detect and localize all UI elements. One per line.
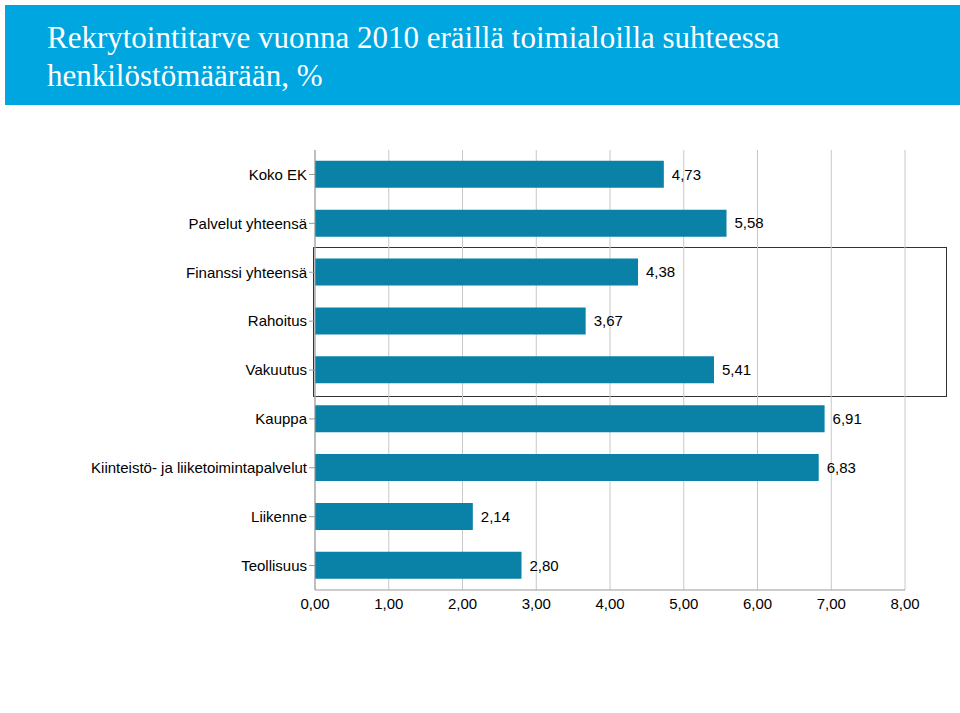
svg-text:Koko EK: Koko EK: [249, 166, 307, 183]
svg-text:Finanssi yhteensä: Finanssi yhteensä: [186, 264, 308, 281]
svg-text:6,00: 6,00: [743, 595, 772, 612]
html-text:Rekrytointitarve vuonna 2010 e: Rekrytointitarve vuonna 2010 eräillä toi…: [47, 20, 780, 93]
svg-text:Palvelut yhteensä: Palvelut yhteensä: [189, 215, 308, 232]
svg-text:7,00: 7,00: [817, 595, 846, 612]
svg-text:6,91: 6,91: [833, 410, 862, 427]
svg-text:1,00: 1,00: [374, 595, 403, 612]
svg-text:Kauppa: Kauppa: [255, 410, 307, 427]
svg-text:5,00: 5,00: [669, 595, 698, 612]
svg-text:2,80: 2,80: [530, 557, 559, 574]
svg-text:Vakuutus: Vakuutus: [246, 361, 307, 378]
svg-text:2,00: 2,00: [448, 595, 477, 612]
svg-text:3,67: 3,67: [594, 312, 623, 329]
svg-text:4,00: 4,00: [595, 595, 624, 612]
svg-text:Kiinteistö- ja liiketoimintapa: Kiinteistö- ja liiketoimintapalvelut: [91, 459, 308, 476]
svg-text:Rahoitus: Rahoitus: [248, 312, 307, 329]
svg-text:Liikenne: Liikenne: [251, 508, 307, 525]
svg-text:5,58: 5,58: [735, 214, 764, 231]
svg-text:8,00: 8,00: [890, 595, 919, 612]
svg-text:3,00: 3,00: [522, 595, 551, 612]
svg-text:6,83: 6,83: [827, 459, 856, 476]
svg-text:4,38: 4,38: [646, 263, 675, 280]
svg-text:2,14: 2,14: [481, 508, 510, 525]
svg-text:0,00: 0,00: [300, 595, 329, 612]
svg-text:5,41: 5,41: [722, 361, 751, 378]
svg-text:4,73: 4,73: [672, 166, 701, 183]
svg-text:Teollisuus: Teollisuus: [241, 557, 307, 574]
